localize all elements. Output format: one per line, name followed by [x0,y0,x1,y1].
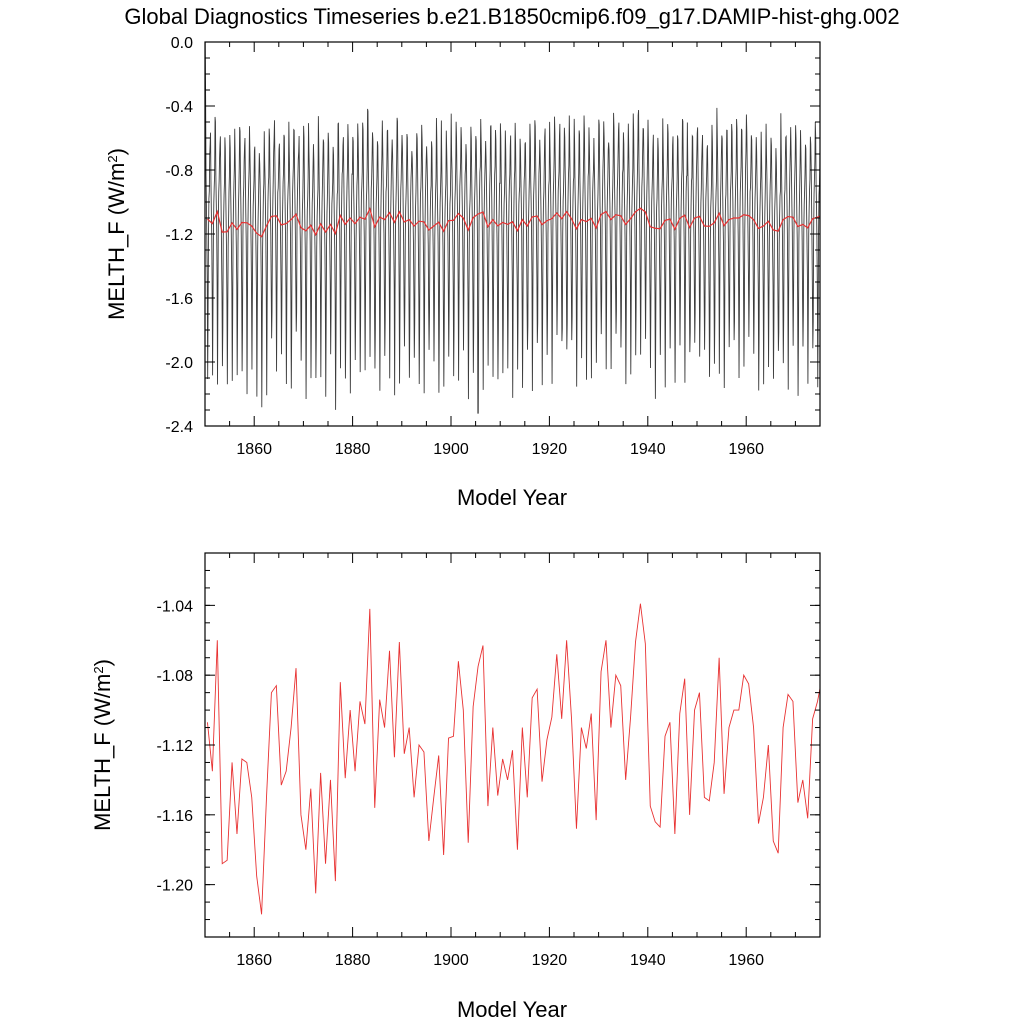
bottom-y-tick-label: -1.08 [157,668,194,685]
top-y-tick-label: -0.8 [165,163,193,180]
bottom-panel: 1860 1880 1900 1920 1940 1960 -1.04 -1.08 -1.12 -… [90,552,821,1022]
top-axes: 1860 1880 1900 1920 1940 1960 0.0 -0.4 -0.8 -1.2 -… [165,35,821,458]
top-plot-area [205,42,820,414]
top-y-tick-label: -1.2 [165,227,193,244]
bottom-y-tick-label: -1.04 [157,598,194,615]
bottom-x-axis-label: Model Year [457,997,567,1022]
top-y-tick-label: -2.0 [165,355,193,372]
bottom-x-tick-label: 1940 [630,952,666,969]
chart-title: Global Diagnostics Timeseries b.e21.B185… [124,4,899,29]
bottom-x-tick-label: 1900 [433,952,469,969]
bottom-x-tick-label: 1880 [335,952,371,969]
top-x-tick-label: 1920 [532,441,568,458]
annual-mean-series-line [207,206,820,238]
bottom-y-tick-label: -1.16 [157,808,194,825]
bottom-axes: 1860 1880 1900 1920 1940 1960 -1.04 -1.08 -1.12 -… [157,552,821,969]
monthly-series-line [205,42,820,414]
top-series-group [205,42,820,414]
bottom-y-tick-label: -1.12 [157,738,194,755]
top-x-tick-label: 1900 [433,441,469,458]
top-panel: 1860 1880 1900 1920 1940 1960 0.0 -0.4 -0.8 -1.2 -… [104,35,821,510]
top-y-tick-label: -0.4 [165,99,193,116]
top-x-tick-label: 1960 [728,441,764,458]
bottom-y-tick-label: -1.20 [157,878,194,895]
top-x-tick-label: 1880 [335,441,371,458]
top-y-tick-label: 0.0 [171,35,193,52]
bottom-x-tick-label: 1920 [532,952,568,969]
top-y-axis-label: MELTH_F (W/m2) [104,148,129,320]
top-x-tick-label: 1860 [236,441,272,458]
top-x-axis-label: Model Year [457,485,567,510]
bottom-plot-area [207,603,820,915]
bottom-x-tick-label: 1860 [236,952,272,969]
annual-mean-series-line [207,603,820,915]
bottom-series-group [207,603,820,915]
top-x-tick-label: 1940 [630,441,666,458]
bottom-y-axis-label: MELTH_F (W/m2) [90,659,115,831]
top-y-tick-label: -2.4 [165,419,193,436]
bottom-x-tick-label: 1960 [728,952,764,969]
top-y-tick-label: -1.6 [165,291,193,308]
